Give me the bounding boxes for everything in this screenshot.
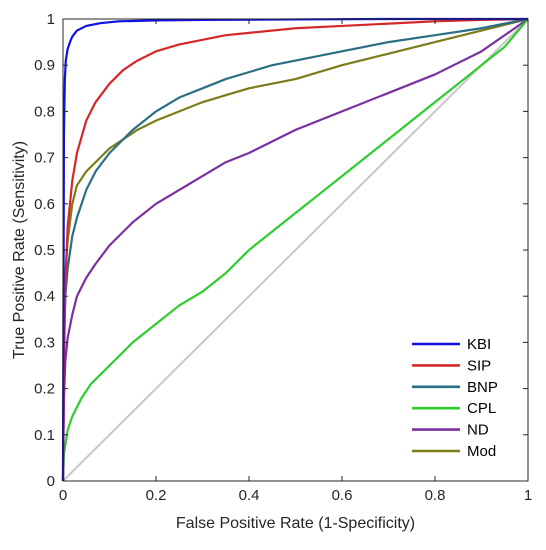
- y-tick-label: 0.7: [34, 150, 55, 167]
- y-tick-label: 0.4: [34, 288, 55, 305]
- y-axis-label: True Positive Rate (Sensitivity): [11, 141, 28, 359]
- y-tick-label: 0.9: [34, 57, 55, 74]
- series-line-nd: [61, 18, 529, 482]
- legend: KBI SIP BNP CPL ND Mod: [412, 336, 498, 460]
- legend-label-cpl: CPL: [467, 400, 496, 417]
- x-tick-label: 0.8: [425, 487, 446, 504]
- legend-label-mod: Mod: [467, 443, 496, 460]
- y-tick-label: 0: [47, 473, 55, 490]
- reference-line-layer: [62, 18, 529, 482]
- series-line-cpl: [61, 18, 529, 482]
- y-tick-label: 1: [47, 11, 55, 28]
- y-tick-label: 0.6: [34, 196, 55, 213]
- y-tick-label: 0.5: [34, 242, 55, 259]
- x-tick-label: 0.6: [332, 487, 353, 504]
- legend-label-bnp: BNP: [467, 379, 498, 396]
- reference-diagonal-line: [62, 18, 529, 482]
- x-tick-label: 1: [524, 487, 532, 504]
- y-tick-label: 0.8: [34, 103, 55, 120]
- x-axis-label: False Positive Rate (1-Specificity): [176, 515, 415, 532]
- y-tick-label: 0.2: [34, 381, 55, 398]
- legend-label-kbi: KBI: [467, 336, 491, 353]
- legend-label-sip: SIP: [467, 357, 491, 374]
- legend-label-nd: ND: [467, 422, 489, 439]
- series-line-sip: [61, 17, 529, 482]
- x-tick-label: 0.4: [239, 487, 260, 504]
- y-tick-label: 0.1: [34, 427, 55, 444]
- y-tick-label: 0.3: [34, 334, 55, 351]
- series-line-mod: [61, 17, 529, 482]
- axes-layer: 0 0.2 0.4 0.6 0.8 1 0 0.1 0.2 0.3 0.4 0.5 0.6 0.7 0.8 0…: [34, 11, 532, 504]
- series-line-bnp: [61, 17, 529, 482]
- x-tick-label: 0.2: [146, 487, 167, 504]
- x-tick-label: 0: [59, 487, 67, 504]
